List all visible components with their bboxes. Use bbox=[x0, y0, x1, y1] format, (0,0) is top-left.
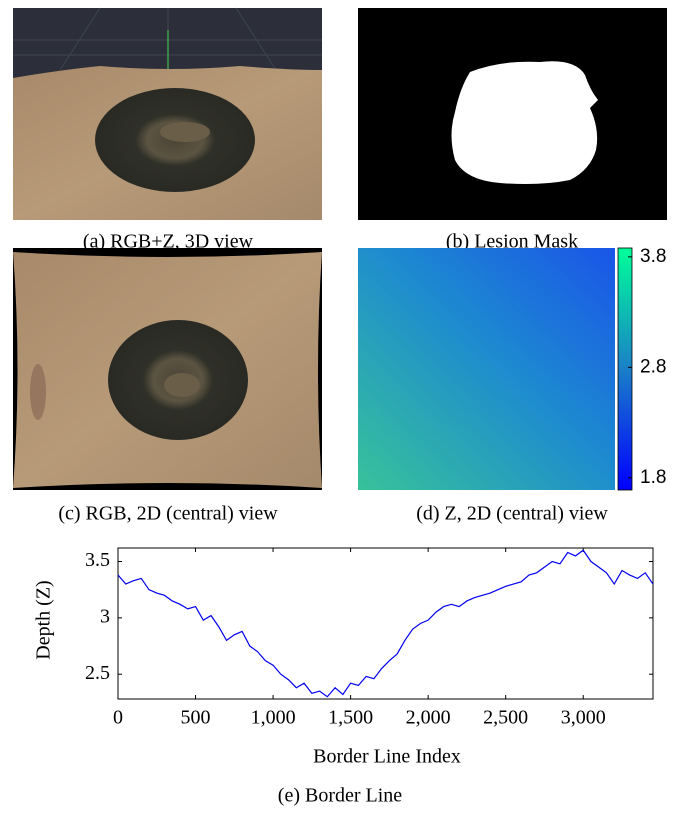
x-tick-label: 0 bbox=[113, 707, 123, 729]
panel-c-image bbox=[13, 248, 322, 490]
colorbar-tick-label: 3.8 bbox=[640, 246, 666, 267]
y-tick-label: 3.5 bbox=[85, 549, 110, 571]
plot-frame bbox=[117, 547, 654, 700]
y-axis-label: Depth (Z) bbox=[33, 580, 55, 659]
x-tick-label: 500 bbox=[181, 707, 211, 729]
panel-caption: (c) RGB, 2D (central) view bbox=[58, 503, 278, 525]
x-tick-label: 1,000 bbox=[251, 707, 296, 729]
x-axis-label: Border Line Index bbox=[313, 746, 461, 768]
y-tick-label: 3 bbox=[100, 605, 110, 627]
panel-a-image bbox=[13, 7, 322, 220]
colorbar-tick-label: 1.8 bbox=[640, 467, 666, 488]
panel-b-image bbox=[358, 8, 667, 220]
colorbar bbox=[617, 247, 633, 491]
panel-caption: (e) Border Line bbox=[278, 785, 403, 807]
panel-caption: (b) Lesion Mask bbox=[446, 231, 578, 253]
panel-d-image bbox=[358, 247, 633, 491]
data-line bbox=[117, 549, 654, 698]
panel-caption: (a) RGB+Z, 3D view bbox=[83, 231, 254, 253]
x-tick-label: 3,000 bbox=[561, 707, 606, 729]
y-tick-label: 2.5 bbox=[85, 662, 110, 684]
colorbar-tick-label: 2.8 bbox=[640, 356, 666, 377]
panel-caption: (d) Z, 2D (central) view bbox=[416, 503, 608, 525]
x-tick-label: 2,500 bbox=[483, 707, 528, 729]
x-tick-label: 2,000 bbox=[406, 707, 451, 729]
x-tick-label: 1,500 bbox=[328, 707, 373, 729]
